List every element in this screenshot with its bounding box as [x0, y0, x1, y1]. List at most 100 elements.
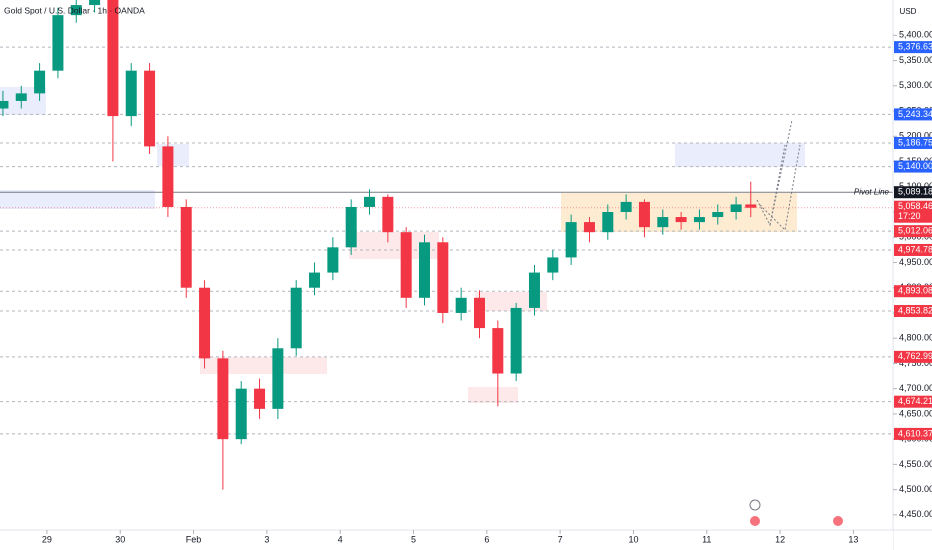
level-label-box [894, 225, 932, 238]
x-tick-label: Feb [186, 534, 202, 544]
candle-body [638, 201, 650, 228]
level-label: 5,140.006 [898, 161, 932, 171]
x-tick-label: 29 [42, 534, 52, 544]
candle-body [309, 272, 321, 288]
candle-body [290, 287, 302, 349]
candle-body [419, 242, 431, 298]
event-icon [750, 516, 760, 526]
x-tick-label: 10 [628, 534, 638, 544]
candle-body [382, 196, 394, 233]
x-tick-label: 30 [115, 534, 125, 544]
x-tick-label: 12 [775, 534, 785, 544]
level-label-box [894, 285, 932, 298]
candle-body [565, 222, 577, 258]
candle-body [52, 15, 64, 71]
candle-body [400, 232, 412, 298]
candle-body [15, 93, 27, 101]
candle-body [583, 222, 595, 233]
y-tick-label: 4,550.000 [899, 459, 932, 469]
candle-body [272, 348, 284, 409]
level-label: 4,762.998 [898, 351, 932, 361]
y-tick-label: 4,500.000 [899, 484, 932, 494]
level-label-box [894, 243, 932, 256]
last-price-label: 5,058.460 [898, 201, 932, 211]
x-tick-label: 3 [264, 534, 269, 544]
candle-body [235, 388, 247, 440]
candle-body [199, 287, 211, 359]
price-axis [893, 0, 932, 550]
level-label: 4,853.827 [898, 305, 932, 315]
zone [561, 193, 797, 232]
x-tick-label: 5 [411, 534, 416, 544]
candle-body [745, 204, 757, 208]
candle-body [162, 146, 174, 207]
candle-body [455, 297, 467, 313]
x-tick-label: 13 [848, 534, 858, 544]
y-tick-label: 5,350.000 [899, 55, 932, 65]
event-icon [833, 516, 843, 526]
level-label: 4,674.211 [898, 396, 932, 406]
zone [468, 387, 518, 403]
y-tick-label: 4,450.000 [899, 509, 932, 519]
candle-body [0, 100, 9, 109]
pivot-annotation: Pivot Line [854, 187, 890, 196]
chart-title: Gold Spot / U.S. Dollar · 1h · OANDA [4, 5, 145, 15]
level-label-box [894, 350, 932, 363]
candle-body [144, 70, 156, 147]
projection [756, 119, 801, 232]
zone [675, 143, 805, 167]
candle-body [327, 247, 339, 273]
candle-body [657, 217, 669, 228]
candle-body [89, 0, 101, 6]
candle-body [364, 196, 376, 207]
candle-body [107, 0, 119, 117]
candle-body [125, 70, 137, 117]
candle-body [217, 358, 229, 440]
level-label-box [894, 186, 932, 199]
level-label: 4,610.378 [898, 428, 932, 438]
level-label: 4,893.080 [898, 286, 932, 296]
candle-body [254, 388, 266, 409]
y-tick-label: 4,800.000 [899, 333, 932, 343]
projection-path [769, 119, 793, 226]
candle-body [180, 206, 192, 288]
candle-body [712, 212, 724, 218]
y-tick-label: 5,200.000 [899, 131, 932, 141]
candle-body [547, 257, 559, 273]
event-icons [749, 499, 843, 526]
level-label: 5,376.638 [898, 42, 932, 52]
level-label: 5,089.181 [898, 187, 932, 197]
candle-body [345, 206, 357, 248]
level-label: 4,974.785 [898, 244, 932, 254]
y-tick-label: 5,400.000 [899, 30, 932, 40]
candle-body [602, 212, 614, 233]
x-tick-label: 6 [484, 534, 489, 544]
y-tick-label: 4,700.000 [899, 383, 932, 393]
level-label: 5,186.757 [898, 137, 932, 147]
projection-path [759, 144, 801, 232]
candle-body [473, 297, 485, 329]
candle-body [437, 242, 449, 313]
x-tick-label: 11 [702, 534, 711, 544]
y-tick-label: 5,100.000 [899, 181, 932, 191]
y-tick-label: 4,950.000 [899, 257, 932, 267]
level-label-box [894, 108, 932, 121]
candle-body [693, 217, 705, 223]
x-tick-label: 4 [338, 534, 343, 544]
level-label: 5,012.063 [898, 226, 932, 236]
candle-body [34, 70, 46, 94]
y-tick-label: 4,650.000 [899, 408, 932, 418]
event-icon [749, 499, 761, 511]
level-label-box [894, 160, 932, 173]
candle-body [492, 328, 504, 374]
level-label-box [894, 427, 932, 440]
zone [0, 190, 155, 209]
level-label-box [894, 41, 932, 54]
level-label-box [894, 136, 932, 149]
candle-body [730, 204, 742, 212]
x-tick-label: 7 [558, 534, 563, 544]
zone [200, 357, 327, 374]
level-label: 5,243.344 [898, 109, 932, 119]
